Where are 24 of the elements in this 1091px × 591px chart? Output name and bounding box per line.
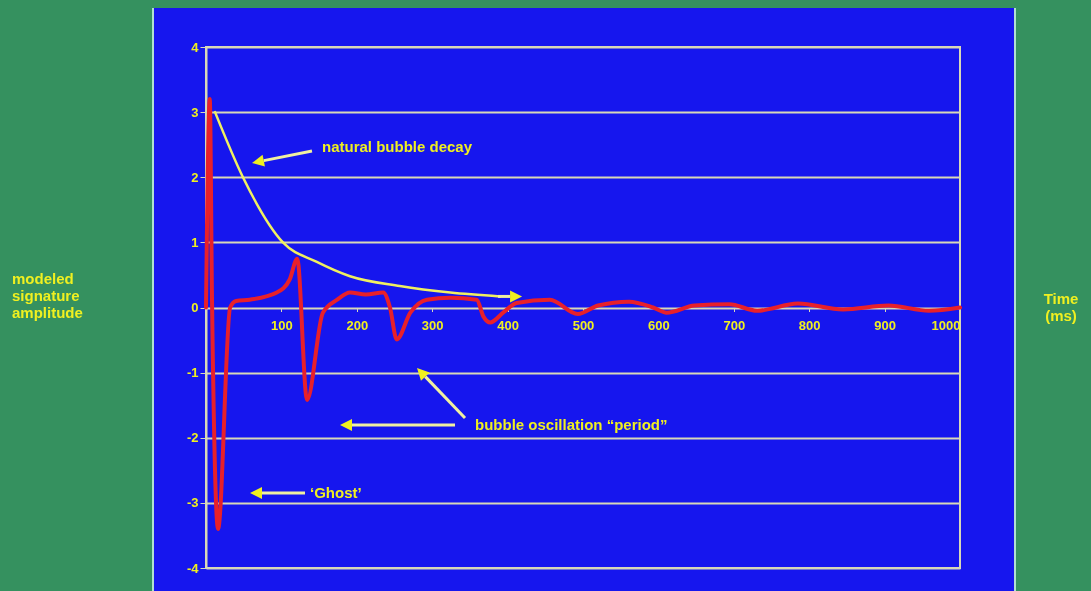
annotation: natural bubble decay — [322, 138, 473, 155]
y-tick-label: 4 — [191, 39, 200, 55]
x-tick-label: 500 — [572, 318, 595, 333]
y-tick-label: -2 — [186, 430, 199, 446]
x-tick-label: 900 — [874, 318, 896, 333]
y-tick-label: -1 — [186, 365, 199, 381]
y-tick-label: -3 — [186, 495, 199, 511]
y-tick-label: 2 — [191, 169, 199, 185]
x-tick-label: 300 — [421, 318, 444, 333]
y-tick-label: 0 — [191, 300, 199, 315]
x-tick-label: 200 — [346, 318, 369, 333]
y-tick-label: -4 — [186, 560, 200, 576]
x-tick-label: 800 — [798, 318, 821, 333]
x-tick-label: 700 — [723, 318, 746, 333]
x-tick-label: 100 — [271, 318, 293, 333]
annotation: bubble oscillation “period” — [475, 416, 668, 433]
annotation: ‘Ghost’ — [310, 484, 362, 501]
x-tick-label: 600 — [648, 318, 670, 333]
text: modeled signature amplitude — [12, 270, 84, 321]
x-tick-label: 400 — [497, 318, 519, 333]
y-tick-label: 1 — [191, 234, 199, 250]
line-series — [204, 97, 962, 531]
y-tick-label: 3 — [191, 104, 199, 120]
text: Time (ms) — [1042, 290, 1080, 324]
